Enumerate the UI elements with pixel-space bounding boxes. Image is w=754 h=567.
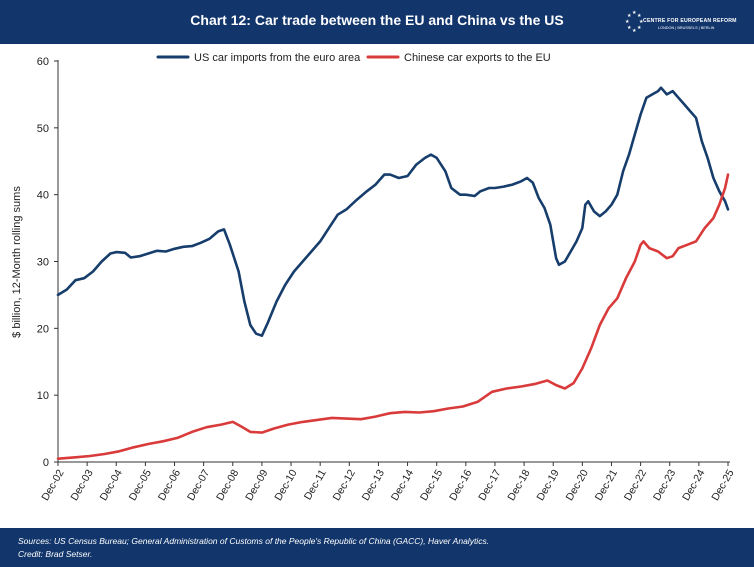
chart-header: [0, 0, 754, 44]
x-tick-label: Dec-03: [68, 467, 95, 502]
x-tick-label: Dec-02: [39, 467, 66, 502]
chart-legend: US car imports from the euro area Chinese…: [156, 52, 551, 64]
x-tick-label: Dec-22: [622, 467, 649, 502]
y-tick-label: 30: [37, 257, 49, 269]
series-line-us-imports: [56, 86, 730, 337]
chart-series: [56, 86, 730, 460]
x-tick-label: Dec-21: [593, 467, 620, 502]
sources-note: Sources: US Census Bureau; General Admin…: [18, 536, 490, 546]
svg-text:★: ★: [639, 19, 644, 25]
chart-title: Chart 12: Car trade between the EU and C…: [190, 12, 564, 28]
series-line-china-exports: [56, 173, 730, 460]
y-tick-label: 10: [37, 390, 49, 402]
x-axis-ticks: Dec-02 Dec-03 Dec-04 Dec-05 Dec-06 Dec-07 Dec-…: [39, 462, 737, 503]
x-tick-label: Dec-09: [243, 467, 270, 502]
x-tick-label: Dec-12: [331, 467, 358, 502]
svg-text:★: ★: [637, 25, 642, 31]
x-tick-label: Dec-15: [418, 467, 445, 502]
x-tick-label: Dec-23: [651, 467, 678, 502]
y-tick-label: 50: [37, 123, 49, 135]
x-tick-label: Dec-14: [389, 467, 416, 502]
legend-label: US car imports from the euro area: [194, 52, 361, 64]
y-tick-label: 0: [43, 457, 49, 469]
x-tick-label: Dec-06: [156, 467, 183, 502]
chart-axes: [57, 60, 730, 463]
svg-text:★: ★: [627, 25, 632, 31]
x-tick-label: Dec-20: [564, 467, 591, 502]
svg-text:★: ★: [627, 13, 632, 19]
x-tick-label: Dec-25: [709, 467, 736, 502]
y-tick-label: 20: [37, 323, 49, 335]
x-tick-label: Dec-07: [185, 467, 212, 502]
credit-note: Credit: Brad Setser.: [18, 549, 93, 559]
y-axis-label: $ billion, 12-Month rolling sums: [11, 186, 23, 338]
x-tick-label: Dec-13: [360, 467, 387, 502]
eu-stars-icon: ★ ★ ★ ★ ★ ★ ★ ★: [625, 10, 644, 34]
svg-text:★: ★: [632, 10, 637, 16]
chart-footer: Sources: US Census Bureau; General Admin…: [0, 528, 754, 567]
cer-logo: ★ ★ ★ ★ ★ ★ ★ ★ CENTRE FOR EUROPEAN REFO…: [622, 8, 748, 38]
x-tick-label: Dec-24: [680, 467, 707, 502]
x-tick-label: Dec-18: [505, 467, 532, 502]
logo-cities: LONDON | BRUSSELS | BERLIN: [658, 26, 715, 30]
svg-text:★: ★: [632, 28, 637, 34]
x-tick-label: Dec-19: [534, 467, 561, 502]
legend-label: Chinese car exports to the EU: [404, 52, 551, 64]
x-tick-label: Dec-10: [272, 467, 299, 502]
x-tick-label: Dec-11: [302, 467, 329, 502]
svg-text:★: ★: [637, 13, 642, 19]
x-tick-label: Dec-05: [127, 467, 154, 502]
logo-name: CENTRE FOR EUROPEAN REFORM: [643, 18, 737, 24]
x-tick-label: Dec-08: [214, 467, 241, 502]
x-tick-label: Dec-04: [98, 467, 125, 502]
x-tick-label: Dec-17: [476, 467, 503, 502]
x-tick-label: Dec-16: [447, 467, 474, 502]
y-tick-label: 60: [37, 56, 49, 68]
svg-text:★: ★: [625, 19, 630, 25]
y-tick-label: 40: [37, 190, 49, 202]
y-axis-ticks: 0 10 20 30 40 50 60: [37, 56, 58, 469]
